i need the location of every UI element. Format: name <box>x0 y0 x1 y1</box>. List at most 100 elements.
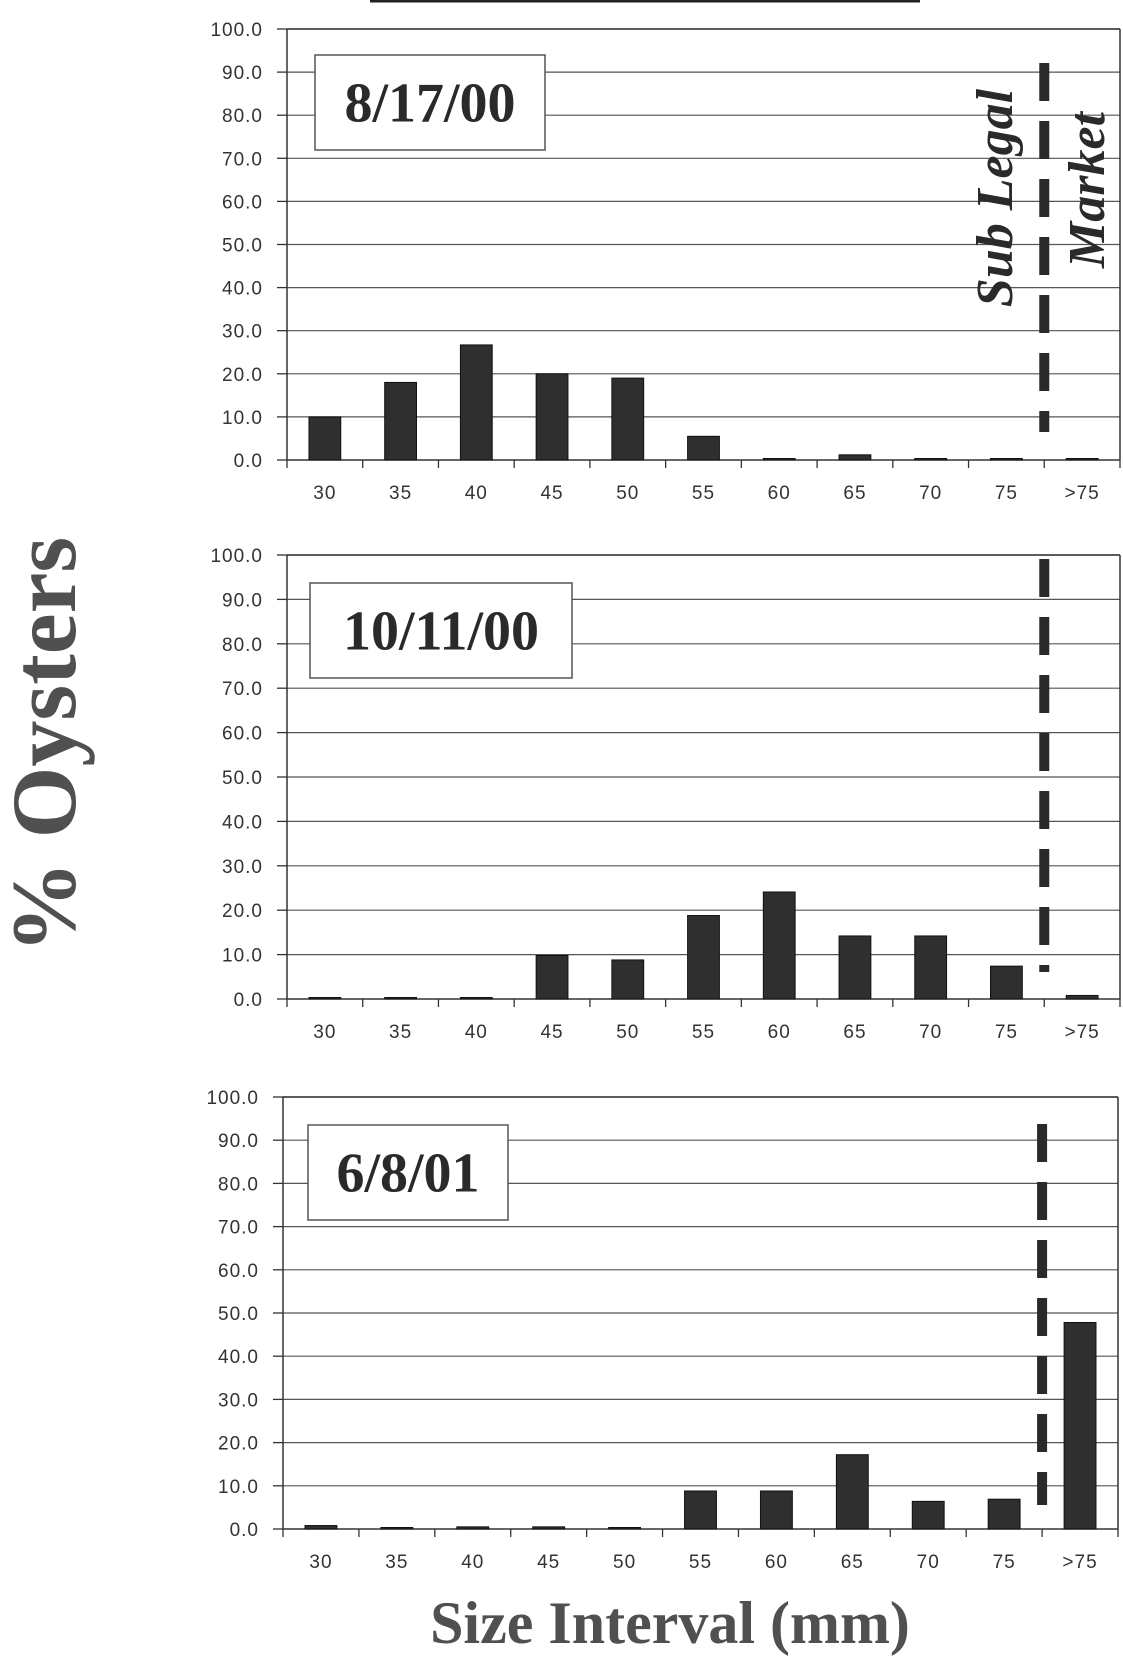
x-tick-label: 40 <box>465 483 488 504</box>
x-tick-label: 55 <box>692 1022 715 1043</box>
y-tick-label: 90.0 <box>218 1131 259 1152</box>
x-tick-label: 70 <box>919 483 942 504</box>
y-tick-label: 80.0 <box>222 635 263 656</box>
x-tick-label: 75 <box>995 1022 1018 1043</box>
x-tick-label: 50 <box>616 1022 639 1043</box>
y-tick-label: 80.0 <box>218 1174 259 1195</box>
x-tick-label: 45 <box>537 1552 560 1573</box>
bar <box>611 959 645 1000</box>
x-tick-label: 75 <box>993 1552 1016 1573</box>
chart-panel: 0.0 10.0 20.0 30.0 40.0 50.0 60.0 70.0 80.0 90.0 1… <box>206 1088 1119 1573</box>
bar <box>456 1526 490 1530</box>
y-tick-label: 20.0 <box>222 901 263 922</box>
date-label: 10/11/00 <box>343 601 539 663</box>
y-tick-label: 40.0 <box>222 279 263 300</box>
bar <box>459 997 493 1000</box>
y-tick-label: 100.0 <box>210 20 263 41</box>
bar <box>987 1498 1021 1530</box>
bar <box>308 997 342 1000</box>
bar <box>838 935 872 1000</box>
x-tick-label: 60 <box>768 483 791 504</box>
y-tick-label: 90.0 <box>222 63 263 84</box>
y-tick-label: 10.0 <box>218 1477 259 1498</box>
chart-panel: 0.0 10.0 20.0 30.0 40.0 50.0 60.0 70.0 80.0 90.0 1… <box>210 546 1121 1043</box>
date-label-box <box>307 1124 509 1221</box>
bar <box>304 1525 338 1530</box>
x-tick-label: 65 <box>841 1552 864 1573</box>
x-tick-label: 35 <box>389 483 412 504</box>
y-tick-label: 20.0 <box>222 365 263 386</box>
y-tick-label: 100.0 <box>206 1088 259 1109</box>
sub-legal-annotation: Sub Legal <box>967 88 1024 307</box>
bar <box>532 1526 566 1530</box>
x-tick-label: 45 <box>540 483 563 504</box>
bar <box>990 965 1023 1000</box>
y-axis-title: % Oysters <box>0 537 95 953</box>
y-tick-label: 0.0 <box>234 990 263 1011</box>
y-tick-label: 60.0 <box>222 724 263 745</box>
x-axis-title: Size Interval (mm) <box>430 1590 910 1656</box>
bar <box>384 997 417 1000</box>
date-label: 8/17/00 <box>344 73 515 135</box>
bar <box>762 458 796 461</box>
date-label-box <box>314 54 546 151</box>
x-tick-label: 30 <box>309 1552 332 1573</box>
date-label-box <box>309 582 573 679</box>
bar <box>911 1500 945 1530</box>
bar <box>914 458 948 461</box>
y-tick-label: 70.0 <box>222 149 263 170</box>
chart-panels: 0.0 10.0 20.0 30.0 40.0 50.0 60.0 70.0 80.0 90.0 1… <box>206 20 1121 1573</box>
x-tick-label: 30 <box>313 1022 336 1043</box>
y-tick-label: 60.0 <box>222 192 263 213</box>
x-tick-label: 45 <box>540 1022 563 1043</box>
bar <box>990 458 1023 461</box>
x-tick-label: 40 <box>465 1022 488 1043</box>
market-annotation: Market <box>1059 110 1116 269</box>
bar <box>838 454 872 461</box>
bar <box>1065 994 1099 1000</box>
bar <box>1065 458 1099 461</box>
x-tick-label: 30 <box>313 483 336 504</box>
y-tick-label: 40.0 <box>222 812 263 833</box>
bar <box>535 954 569 1000</box>
x-tick-label: 55 <box>689 1552 712 1573</box>
y-tick-label: 90.0 <box>222 590 263 611</box>
y-tick-label: 80.0 <box>222 106 263 127</box>
date-label: 6/8/01 <box>336 1143 479 1205</box>
x-tick-label: 70 <box>919 1022 942 1043</box>
bar <box>687 915 720 1000</box>
bar <box>611 377 645 461</box>
y-tick-label: 30.0 <box>218 1390 259 1411</box>
bar <box>687 435 720 461</box>
bar <box>608 1527 642 1530</box>
x-tick-label: 35 <box>389 1022 412 1043</box>
x-tick-label: 60 <box>768 1022 791 1043</box>
x-tick-label: 50 <box>613 1552 636 1573</box>
bar <box>684 1490 717 1530</box>
x-tick-label: >75 <box>1065 483 1100 504</box>
y-tick-label: 30.0 <box>222 857 263 878</box>
x-tick-label: >75 <box>1065 1022 1100 1043</box>
x-tick-label: 50 <box>616 483 639 504</box>
y-tick-label: 10.0 <box>222 408 263 429</box>
bar <box>384 381 417 461</box>
chart-panel: 0.0 10.0 20.0 30.0 40.0 50.0 60.0 70.0 80.0 90.0 1… <box>210 20 1121 504</box>
y-tick-label: 50.0 <box>222 768 263 789</box>
bar <box>759 1490 793 1530</box>
x-tick-label: 70 <box>917 1552 940 1573</box>
x-tick-label: 65 <box>843 483 866 504</box>
x-tick-label: 55 <box>692 483 715 504</box>
y-tick-label: 70.0 <box>218 1218 259 1239</box>
bar <box>914 935 948 1000</box>
bar <box>535 373 569 461</box>
bar <box>380 1527 414 1530</box>
y-tick-label: 50.0 <box>222 236 263 257</box>
y-tick-label: 60.0 <box>218 1261 259 1282</box>
y-tick-label: 50.0 <box>218 1304 259 1325</box>
x-tick-label: 65 <box>843 1022 866 1043</box>
y-tick-label: 100.0 <box>210 546 263 567</box>
y-tick-label: 0.0 <box>230 1520 259 1541</box>
y-tick-label: 70.0 <box>222 679 263 700</box>
y-tick-label: 0.0 <box>234 451 263 472</box>
